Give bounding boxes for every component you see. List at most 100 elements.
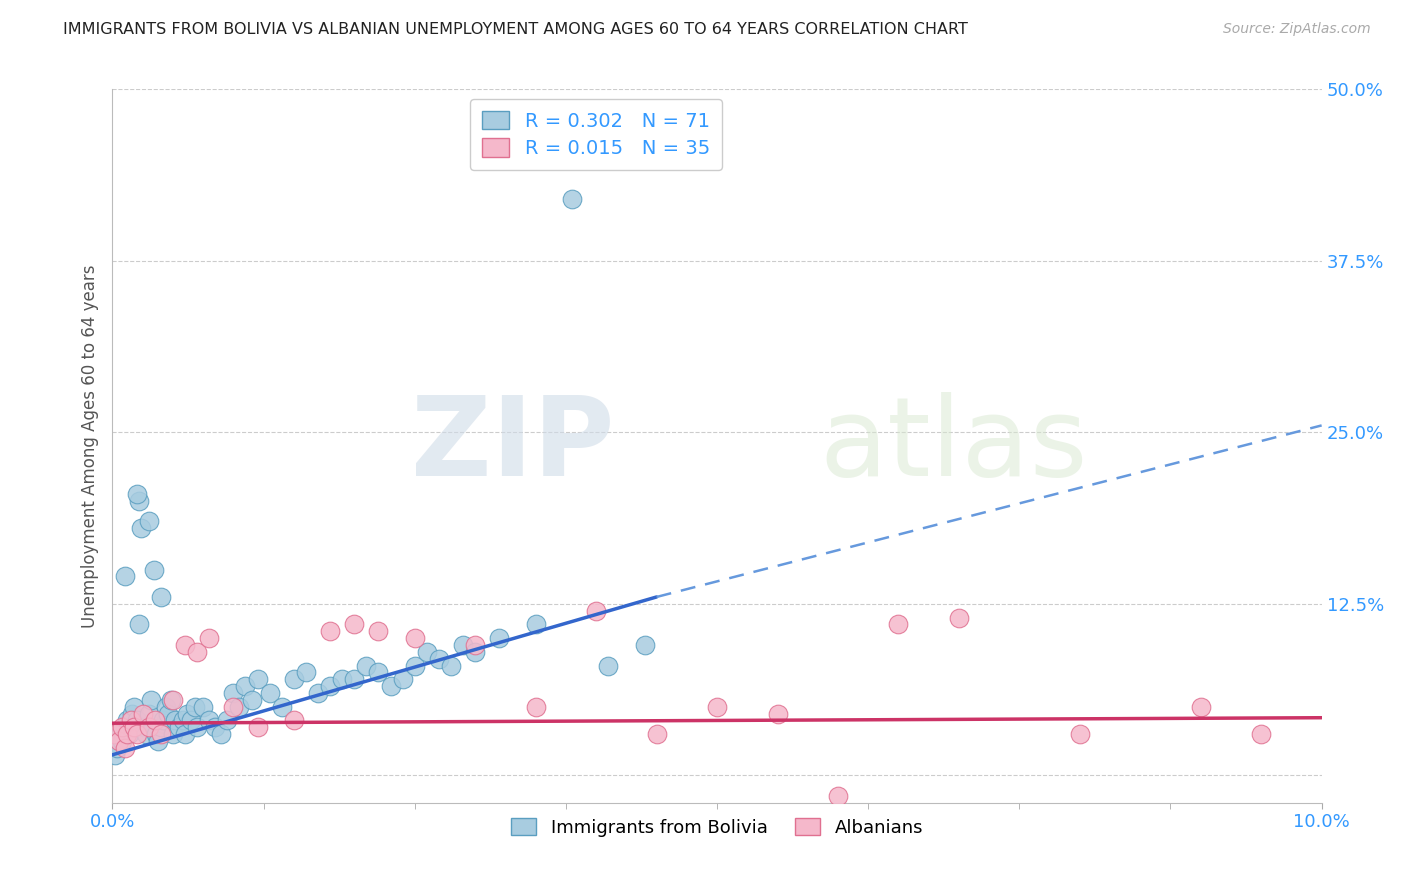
Point — [131, 521, 153, 535]
Point — [145, 727, 167, 741]
Point — [270, 699, 292, 714]
Point — [165, 714, 187, 728]
Point — [464, 645, 486, 659]
Point — [645, 727, 668, 741]
Point — [115, 714, 138, 728]
Point — [524, 617, 547, 632]
Legend: Immigrants from Bolivia, Albanians: Immigrants from Bolivia, Albanians — [503, 811, 931, 844]
Point — [155, 699, 177, 714]
Text: Source: ZipAtlas.com: Source: ZipAtlas.com — [1223, 22, 1371, 37]
Point — [174, 727, 197, 741]
Point — [1189, 699, 1212, 714]
Point — [125, 727, 148, 741]
Point — [162, 693, 184, 707]
Point — [391, 673, 413, 687]
Point — [176, 706, 198, 721]
Point — [174, 638, 197, 652]
Point — [307, 686, 329, 700]
Point — [120, 714, 142, 728]
Point — [111, 734, 134, 748]
Point — [228, 699, 250, 714]
Point — [222, 686, 245, 700]
Point — [122, 699, 145, 714]
Point — [319, 624, 342, 639]
Point — [1250, 727, 1272, 741]
Point — [167, 720, 190, 734]
Point — [172, 714, 194, 728]
Point — [104, 727, 127, 741]
Point — [259, 686, 281, 700]
Point — [132, 706, 155, 721]
Point — [235, 679, 257, 693]
Point — [464, 638, 486, 652]
Point — [138, 706, 160, 721]
Point — [330, 673, 353, 687]
Point — [118, 727, 141, 741]
Point — [148, 734, 170, 748]
Point — [180, 714, 202, 728]
Point — [115, 727, 138, 741]
Point — [125, 487, 148, 501]
Point — [524, 699, 547, 714]
Point — [827, 789, 849, 803]
Text: IMMIGRANTS FROM BOLIVIA VS ALBANIAN UNEMPLOYMENT AMONG AGES 60 TO 64 YEARS CORRE: IMMIGRANTS FROM BOLIVIA VS ALBANIAN UNEM… — [63, 22, 969, 37]
Point — [114, 569, 136, 583]
Point — [246, 673, 269, 687]
Point — [132, 720, 155, 734]
Point — [209, 727, 232, 741]
Point — [186, 720, 208, 734]
Point — [149, 720, 172, 734]
Point — [488, 631, 510, 645]
Point — [149, 727, 172, 741]
Point — [141, 693, 163, 707]
Point — [111, 720, 134, 734]
Point — [561, 192, 583, 206]
Point — [157, 706, 180, 721]
Point — [159, 693, 181, 707]
Point — [135, 727, 157, 741]
Text: ZIP: ZIP — [411, 392, 614, 500]
Point — [162, 727, 184, 741]
Point — [427, 651, 450, 665]
Point — [706, 699, 728, 714]
Point — [149, 590, 172, 604]
Point — [633, 638, 655, 652]
Point — [367, 665, 389, 680]
Point — [105, 740, 128, 755]
Point — [416, 645, 439, 659]
Point — [114, 720, 136, 734]
Point — [343, 673, 366, 687]
Point — [404, 631, 426, 645]
Point — [191, 699, 215, 714]
Point — [143, 714, 166, 728]
Point — [108, 727, 131, 741]
Point — [1069, 727, 1091, 741]
Y-axis label: Unemployment Among Ages 60 to 64 years: Unemployment Among Ages 60 to 64 years — [80, 264, 98, 628]
Point — [343, 617, 366, 632]
Point — [138, 720, 160, 734]
Point — [367, 624, 389, 639]
Point — [948, 610, 970, 624]
Point — [198, 714, 221, 728]
Point — [766, 706, 789, 721]
Point — [356, 658, 378, 673]
Point — [104, 747, 127, 762]
Point — [295, 665, 318, 680]
Point — [283, 714, 305, 728]
Point — [887, 617, 910, 632]
Point — [114, 740, 136, 755]
Point — [186, 645, 208, 659]
Point — [319, 679, 342, 693]
Point — [246, 720, 269, 734]
Point — [198, 631, 221, 645]
Point — [152, 714, 174, 728]
Point — [128, 494, 150, 508]
Point — [107, 734, 129, 748]
Point — [138, 515, 160, 529]
Point — [440, 658, 463, 673]
Point — [380, 679, 402, 693]
Point — [125, 714, 148, 728]
Point — [240, 693, 263, 707]
Point — [598, 658, 620, 673]
Text: atlas: atlas — [820, 392, 1088, 500]
